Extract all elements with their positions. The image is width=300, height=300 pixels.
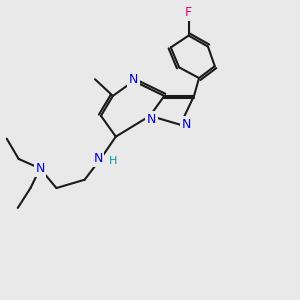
Text: H: H	[109, 156, 118, 166]
Text: N: N	[35, 162, 45, 175]
Text: N: N	[129, 73, 138, 86]
Text: N: N	[147, 113, 156, 126]
Text: F: F	[185, 6, 192, 19]
Text: N: N	[93, 152, 103, 165]
Text: N: N	[182, 118, 191, 131]
